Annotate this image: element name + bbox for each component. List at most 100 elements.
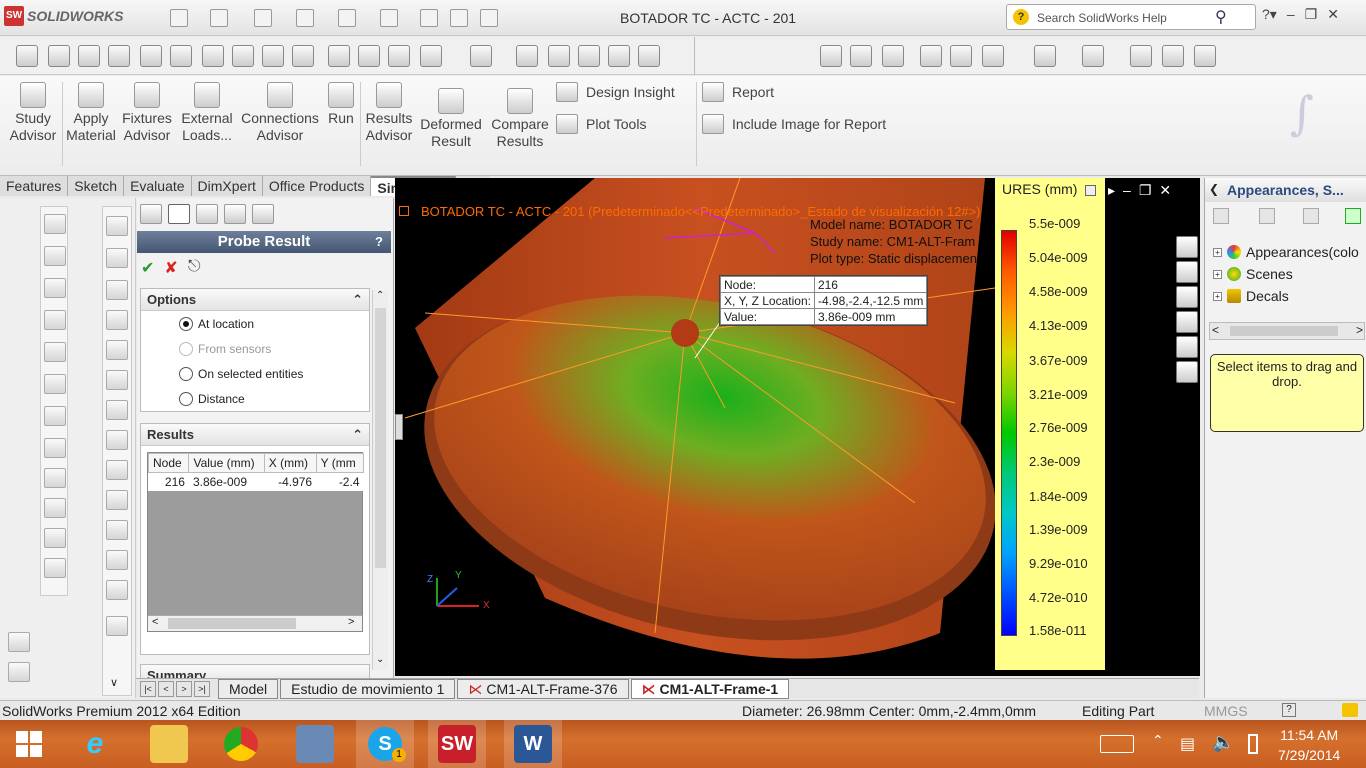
collapse-icon[interactable]: ⌃ — [352, 427, 363, 442]
hole-icon[interactable] — [106, 550, 128, 570]
reference-icon[interactable] — [106, 616, 128, 636]
chevron-right-icon[interactable]: > — [348, 616, 355, 628]
cube-icon[interactable] — [1034, 45, 1056, 67]
start-button[interactable] — [0, 720, 58, 768]
explorer-app[interactable] — [140, 720, 198, 768]
spell-check-icon[interactable] — [16, 45, 38, 67]
remote-desktop-app[interactable] — [286, 720, 344, 768]
refresh-icon[interactable] — [1345, 208, 1361, 224]
copy-icon[interactable] — [44, 342, 66, 362]
skype-app[interactable]: S 1 — [356, 720, 414, 768]
curve-icon[interactable] — [106, 580, 128, 600]
cube-view-icon[interactable] — [44, 278, 66, 298]
next-tab-icon[interactable]: > — [176, 680, 192, 697]
drop-target[interactable]: Select items to drag and drop. — [1210, 354, 1364, 432]
cut-icon[interactable] — [106, 520, 128, 540]
check-icon[interactable] — [202, 45, 224, 67]
external-loads-button[interactable]: External Loads... — [178, 82, 236, 144]
snap-icon[interactable] — [8, 662, 30, 682]
expand-icon[interactable]: + — [1213, 291, 1222, 301]
frame-icon[interactable] — [44, 468, 66, 488]
minimize-icon[interactable]: – — [1286, 6, 1295, 22]
dimxpert-tab-icon[interactable] — [224, 204, 246, 224]
tab-evaluate[interactable]: Evaluate — [124, 176, 192, 196]
refresh-icon[interactable] — [638, 45, 660, 67]
scroll-up-icon[interactable]: ⌃ — [376, 290, 385, 301]
chevron-down-icon[interactable]: ∨ — [110, 677, 119, 689]
undo-icon[interactable] — [338, 9, 356, 27]
balance-icon[interactable] — [78, 45, 100, 67]
chevron-up-icon[interactable]: ⌃ — [1152, 732, 1164, 748]
zoom-area-icon[interactable] — [850, 45, 872, 67]
file-properties-icon[interactable] — [450, 9, 468, 27]
scene-icon[interactable] — [1162, 45, 1184, 67]
calc-icon[interactable] — [232, 45, 254, 67]
settings-icon[interactable] — [170, 45, 192, 67]
study-advisor-button[interactable]: Study Advisor — [6, 82, 60, 144]
grid-icon[interactable] — [8, 632, 30, 652]
battery-icon[interactable] — [1248, 734, 1258, 754]
appearance-icon[interactable] — [1130, 45, 1152, 67]
spark-icon[interactable] — [44, 558, 66, 578]
open-file-icon[interactable] — [210, 9, 228, 27]
folder-icon[interactable] — [1176, 286, 1198, 308]
measure-icon[interactable] — [388, 45, 410, 67]
custom-properties-icon[interactable] — [1176, 361, 1198, 383]
word-app[interactable]: W — [504, 720, 562, 768]
connections-advisor-button[interactable]: Connections Advisor — [240, 82, 320, 144]
run-button[interactable]: Run — [324, 82, 358, 127]
triangle-icon[interactable] — [328, 45, 350, 67]
loft-icon[interactable] — [106, 310, 128, 330]
document-title[interactable]: BOTADOR TC - ACTC - 201 (Predeterminado<… — [421, 204, 981, 219]
panel-scrollbar[interactable]: ⌃ ⌄ — [372, 290, 388, 670]
sketch-tool-icon[interactable] — [48, 45, 70, 67]
legend-options-icon[interactable] — [1085, 185, 1096, 196]
search-box[interactable]: ? Search SolidWorks Help ⚲ — [1006, 4, 1256, 30]
split-icon[interactable] — [358, 45, 380, 67]
chevron-left-icon[interactable]: < — [1212, 323, 1220, 337]
fillet-icon[interactable] — [106, 340, 128, 360]
restore-icon[interactable]: ❐ — [1138, 182, 1152, 198]
deformed-result-button[interactable]: Deformed Result — [420, 88, 482, 150]
close-icon[interactable]: ✕ — [1159, 182, 1172, 198]
select-icon[interactable] — [380, 9, 398, 27]
panel-collapse-handle[interactable] — [395, 414, 403, 440]
draft-icon[interactable] — [106, 460, 128, 480]
radio-button[interactable] — [179, 366, 193, 381]
smart-dim-icon[interactable] — [44, 246, 66, 266]
help-icon[interactable]: ? — [1282, 703, 1296, 717]
eye-icon[interactable] — [548, 45, 570, 67]
volume-icon[interactable]: 🔈 — [1212, 732, 1235, 752]
display-style-icon[interactable] — [982, 45, 1004, 67]
options-header[interactable]: Options ⌃ — [141, 289, 369, 311]
options-icon[interactable] — [480, 9, 498, 27]
revolve-icon[interactable] — [106, 248, 128, 268]
monitor-icon[interactable] — [1194, 45, 1216, 67]
new-folder-icon[interactable] — [1303, 208, 1319, 224]
section-icon[interactable] — [292, 45, 314, 67]
pattern-icon[interactable] — [44, 498, 66, 518]
chevron-left-icon[interactable]: < — [152, 616, 159, 628]
appearance-tab-icon[interactable] — [1176, 336, 1198, 358]
sweep-icon[interactable] — [106, 280, 128, 300]
tab-sketch[interactable]: Sketch — [68, 176, 125, 196]
expand-icon[interactable]: + — [1213, 247, 1222, 257]
first-tab-icon[interactable]: |< — [140, 680, 156, 697]
new-file-icon[interactable] — [170, 9, 188, 27]
ok-icon[interactable]: ✔ — [141, 260, 155, 277]
extrude-icon[interactable] — [106, 216, 128, 236]
chevron-right-icon[interactable]: > — [1356, 323, 1364, 337]
analysis-icon[interactable] — [516, 45, 538, 67]
search-icon[interactable]: ⚲ — [1215, 9, 1227, 26]
plane-icon[interactable] — [44, 406, 66, 426]
3d-sketch-icon[interactable] — [44, 214, 66, 234]
column-header[interactable]: Value (mm) — [188, 453, 265, 473]
gauge-icon[interactable] — [140, 45, 162, 67]
delete-icon[interactable] — [44, 310, 66, 330]
collapse-icon[interactable]: ⌃ — [352, 292, 363, 307]
tab-motion-study[interactable]: Estudio de movimiento 1 — [280, 678, 456, 699]
property-manager-tab-icon[interactable] — [168, 204, 190, 224]
tab-frame-1[interactable]: ⋉ CM1-ALT-Frame-1 — [630, 678, 790, 699]
solidworks-logo[interactable]: SW SOLIDWORKS — [4, 6, 123, 26]
layers-icon[interactable] — [608, 45, 630, 67]
